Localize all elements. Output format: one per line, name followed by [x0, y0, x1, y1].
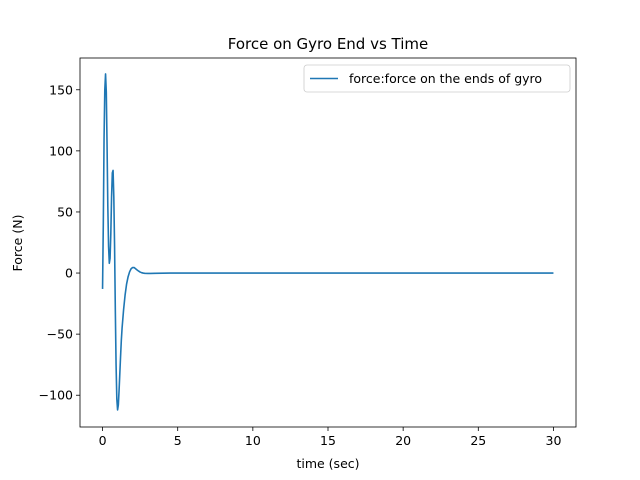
series-line [101, 73, 554, 411]
x-tick-label: 5 [174, 433, 182, 448]
y-tick-label: −50 [47, 327, 73, 342]
y-axis: −100 −50 0 50 100 150 [39, 82, 80, 403]
x-tick-label: 30 [546, 433, 562, 448]
y-tick-label: 100 [49, 143, 73, 158]
y-axis-label: Force (N) [10, 215, 25, 272]
y-tick-label: −100 [39, 388, 73, 403]
x-axis-label: time (sec) [296, 456, 359, 471]
x-tick-label: 15 [320, 433, 336, 448]
legend: force:force on the ends of gyro [303, 64, 571, 93]
legend-entry-label: force:force on the ends of gyro [349, 71, 542, 86]
series-layer [101, 73, 554, 411]
chart-title: Force on Gyro End vs Time [228, 35, 429, 53]
y-tick-label: 50 [57, 204, 73, 219]
x-tick-label: 25 [470, 433, 486, 448]
x-axis: 0 5 10 15 20 25 30 [99, 427, 562, 448]
x-tick-label: 10 [245, 433, 261, 448]
y-tick-label: 150 [49, 82, 73, 97]
y-tick-label: 0 [65, 266, 73, 281]
x-tick-label: 20 [395, 433, 411, 448]
legend-box [303, 64, 571, 93]
x-tick-label: 0 [99, 433, 107, 448]
